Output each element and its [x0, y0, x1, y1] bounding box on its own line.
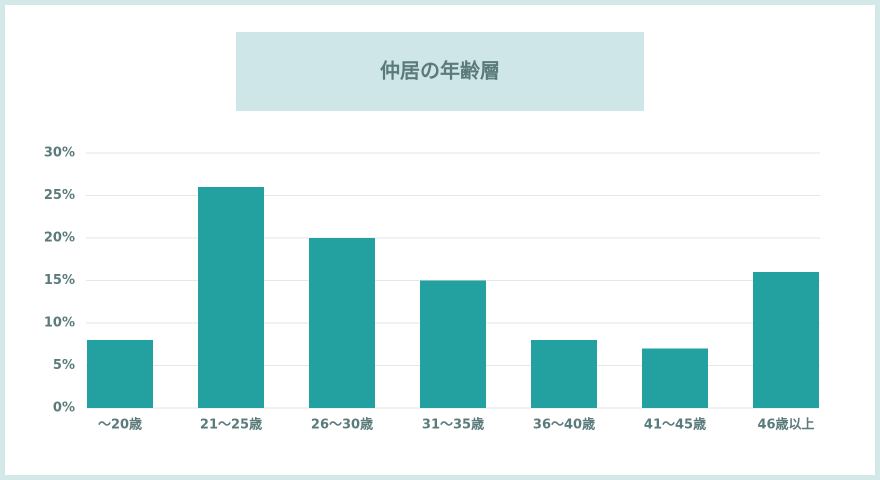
- bar: [753, 272, 819, 408]
- x-tick-label: 41～45歳: [644, 417, 706, 433]
- bar: [531, 340, 597, 408]
- y-tick-label: 10%: [44, 316, 75, 331]
- x-tick-label: ～20歳: [98, 417, 142, 433]
- bar: [420, 280, 486, 408]
- y-tick-label: 15%: [44, 273, 75, 288]
- y-tick-label: 30%: [44, 146, 75, 161]
- y-tick-label: 20%: [44, 231, 75, 246]
- bar: [309, 238, 375, 408]
- y-tick-label: 0%: [53, 401, 75, 416]
- x-tick-label: 26～30歳: [311, 417, 373, 433]
- x-tick-label: 46歳以上: [757, 417, 814, 433]
- x-tick-label: 36～40歳: [533, 417, 595, 433]
- y-tick-label: 5%: [53, 358, 75, 373]
- chart-title: 仲居の年齢層: [380, 59, 500, 83]
- bar: [198, 187, 264, 408]
- y-tick-label: 25%: [44, 188, 75, 203]
- x-tick-label: 31～35歳: [422, 417, 484, 433]
- bar: [642, 348, 708, 408]
- title-box: [236, 32, 644, 111]
- x-tick-label: 21～25歳: [200, 417, 262, 433]
- bar: [87, 340, 153, 408]
